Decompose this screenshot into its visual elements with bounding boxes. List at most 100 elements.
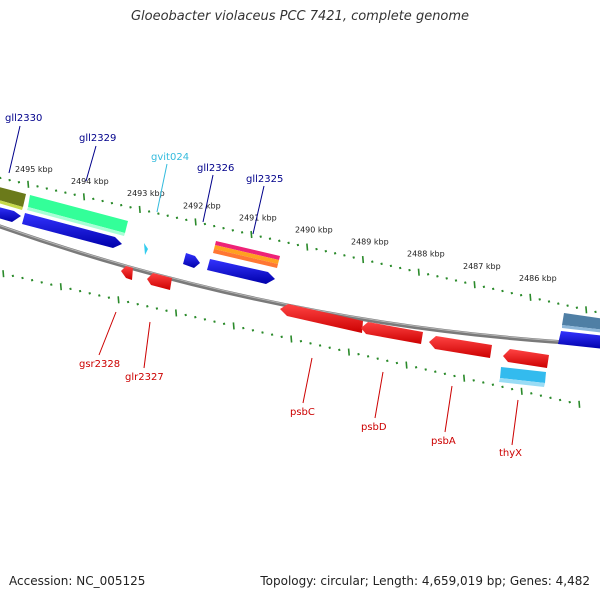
label-gll2325[interactable]: gll2325 <box>246 174 283 185</box>
minor-tick <box>343 254 346 257</box>
minor-tick <box>107 296 111 299</box>
minor-tick <box>315 247 318 251</box>
minor-tick <box>147 210 151 213</box>
minor-tick <box>575 306 579 309</box>
major-tick <box>347 348 350 356</box>
minor-tick <box>136 302 139 306</box>
minor-tick <box>242 326 245 330</box>
leader-gll2325 <box>252 185 265 235</box>
minor-tick <box>101 199 104 203</box>
minor-tick <box>426 273 430 276</box>
label-gll2330[interactable]: gll2330 <box>5 113 42 124</box>
minor-tick <box>157 212 160 215</box>
minor-tick <box>261 331 264 334</box>
gene-gll2329[interactable] <box>22 195 128 248</box>
minor-tick <box>380 262 383 266</box>
minor-tick <box>568 400 571 404</box>
minor-tick <box>538 298 541 301</box>
minor-tick <box>558 398 562 402</box>
minor-tick <box>333 252 337 255</box>
minor-tick <box>424 368 427 371</box>
leader-gll2329 <box>85 145 97 182</box>
major-tick <box>175 309 178 317</box>
minor-tick <box>482 381 485 384</box>
label-thyX[interactable]: thyX <box>499 448 522 459</box>
minor-tick <box>213 320 216 323</box>
minor-tick <box>464 281 467 284</box>
map-title: Gloeobacter violaceus PCC 7421, complete… <box>130 9 470 24</box>
topology-label: Topology: circular; Length: 4,659,019 bp… <box>260 574 590 588</box>
minor-tick <box>328 346 331 349</box>
minor-tick <box>309 342 312 345</box>
minor-tick <box>491 383 495 386</box>
label-gll2329[interactable]: gll2329 <box>79 133 116 144</box>
minor-tick <box>36 185 39 188</box>
gene-psbC[interactable] <box>280 304 363 333</box>
minor-tick <box>203 318 207 321</box>
minor-tick <box>88 292 91 295</box>
minor-tick <box>222 226 225 230</box>
minor-tick <box>434 370 437 373</box>
minor-tick <box>203 222 207 226</box>
minor-tick <box>64 191 67 194</box>
minor-tick <box>386 359 389 363</box>
leader-psbA <box>444 385 453 433</box>
gene-gll2326-feature[interactable] <box>183 253 200 268</box>
gene-gvit024[interactable] <box>144 243 148 255</box>
minor-tick <box>166 214 169 217</box>
label-gvit024[interactable]: gvit024 <box>151 152 189 163</box>
major-tick <box>194 218 197 226</box>
label-gsr2328[interactable]: gsr2328 <box>79 359 120 370</box>
minor-tick <box>129 206 132 209</box>
minor-tick <box>318 344 322 347</box>
minor-tick <box>389 264 393 268</box>
minor-tick <box>78 289 82 293</box>
major-tick <box>250 230 253 239</box>
kbp-label: 2491 kbp <box>239 213 277 222</box>
label-psbC[interactable]: psbC <box>290 407 315 418</box>
label-gll2326[interactable]: gll2326 <box>197 163 234 174</box>
minor-tick <box>395 361 399 365</box>
minor-tick <box>501 385 504 389</box>
minor-tick <box>110 201 114 205</box>
gene-thyX[interactable] <box>499 349 549 387</box>
kbp-label: 2489 kbp <box>351 238 389 247</box>
minor-tick <box>50 283 53 286</box>
minor-tick <box>371 260 374 263</box>
minor-tick <box>414 366 418 369</box>
minor-tick <box>92 197 95 201</box>
minor-tick <box>594 310 597 314</box>
minor-tick <box>338 348 341 352</box>
minor-tick <box>231 229 235 232</box>
minor-tick <box>0 176 2 180</box>
minor-tick <box>280 335 283 339</box>
minor-tick <box>212 224 216 228</box>
kbp-label: 2493 kbp <box>127 189 165 198</box>
gene-right-forward[interactable] <box>558 313 600 349</box>
label-psbA[interactable]: psbA <box>431 436 456 447</box>
gene-psbA[interactable] <box>429 336 492 358</box>
gene-gll2325[interactable] <box>207 241 280 284</box>
minor-tick <box>40 281 43 284</box>
gene-psbD[interactable] <box>361 322 423 344</box>
minor-tick <box>445 277 448 280</box>
gene-glr2327[interactable] <box>147 273 172 290</box>
minor-tick <box>126 300 130 304</box>
minor-tick <box>510 291 514 295</box>
minor-tick <box>549 396 552 400</box>
minor-tick <box>119 203 123 207</box>
label-psbD[interactable]: psbD <box>361 422 387 433</box>
minor-tick <box>270 333 274 336</box>
minor-tick <box>482 285 486 289</box>
leader-psbD <box>374 371 384 419</box>
accession-label: Accession: NC_005125 <box>9 574 146 588</box>
minor-tick <box>30 278 34 282</box>
major-tick <box>405 361 408 369</box>
minor-tick <box>436 275 439 278</box>
minor-tick <box>278 239 281 243</box>
major-tick <box>578 400 581 408</box>
gene-gll2330[interactable] <box>0 186 26 222</box>
label-glr2327[interactable]: glr2327 <box>125 372 164 383</box>
minor-tick <box>194 315 197 319</box>
gene-gsr2328[interactable] <box>121 266 133 280</box>
